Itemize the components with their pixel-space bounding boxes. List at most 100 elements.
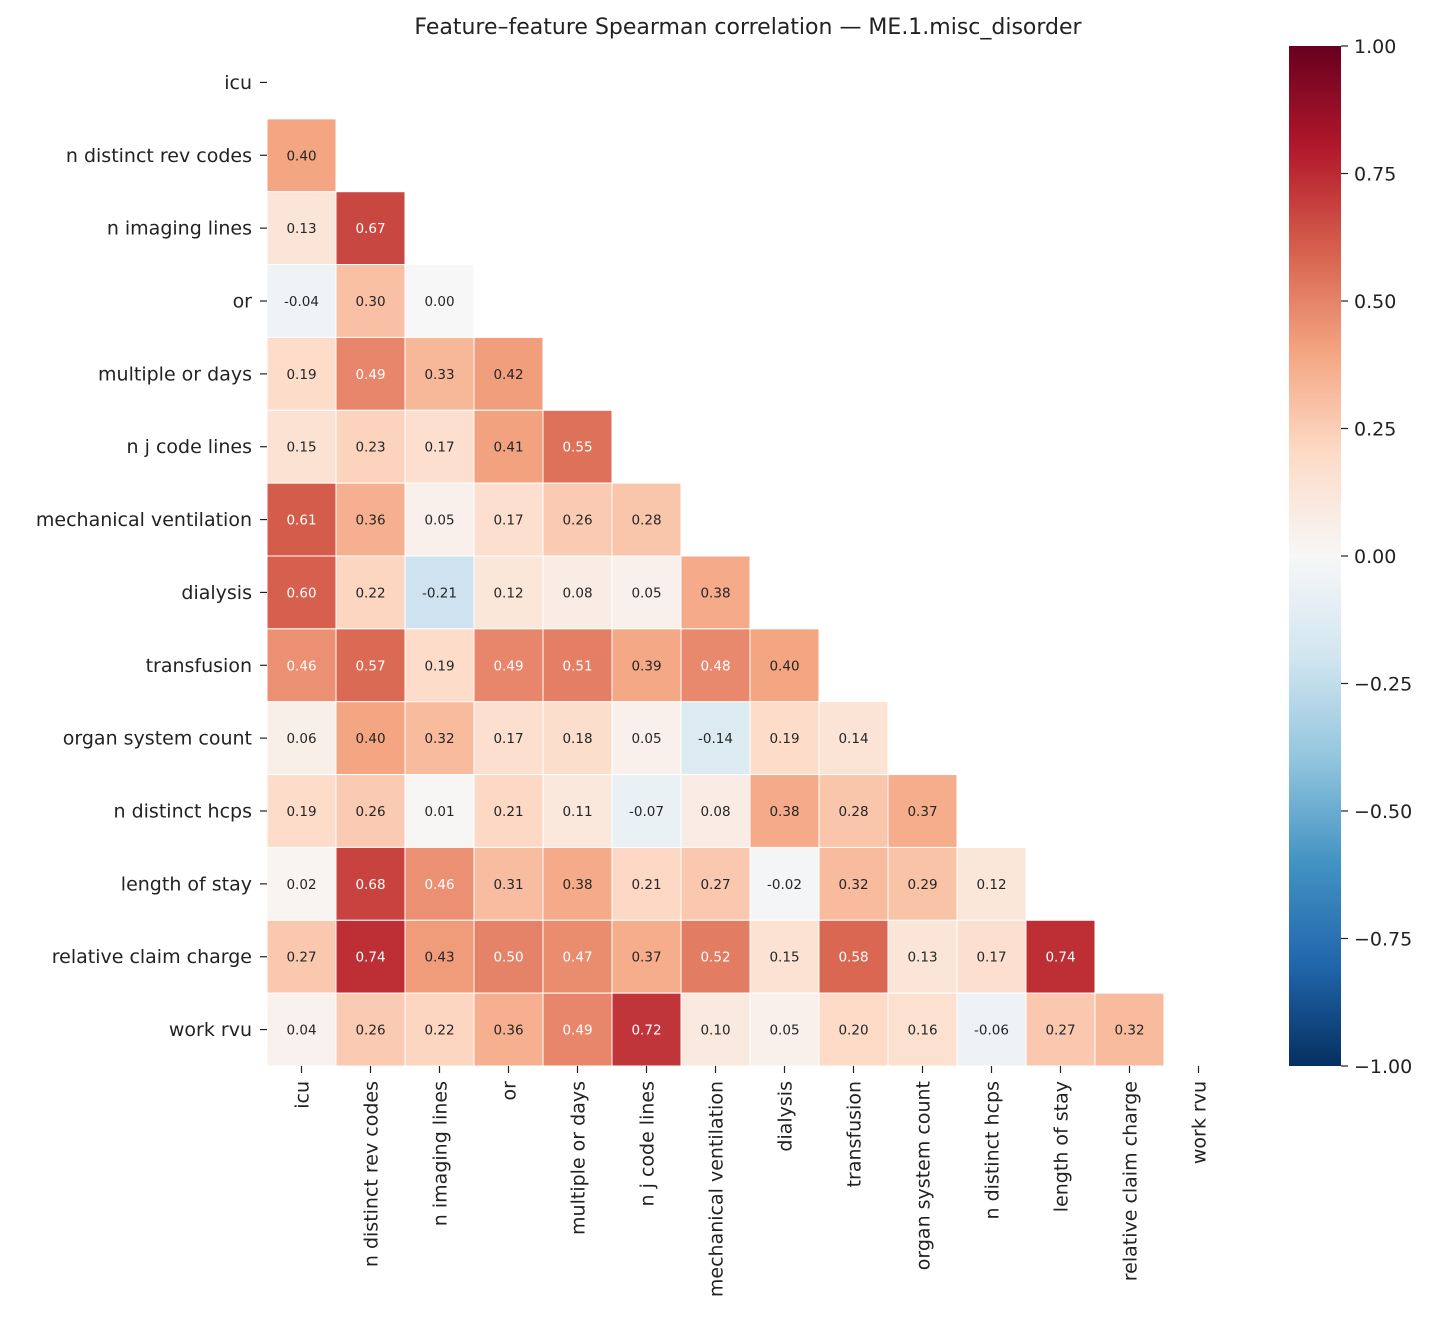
heatmap-cell: 0.42 (473, 336, 544, 411)
cell-rect (1025, 919, 1096, 994)
heatmap-cell: -0.06 (956, 992, 1027, 1067)
cell-rect (818, 774, 889, 848)
heatmap-cell: 0.49 (335, 336, 406, 411)
x-axis-ticks: icu n distinct rev codes n imaging lines or… (292, 1066, 1211, 1297)
heatmap-cell: 0.30 (335, 264, 406, 338)
cell-rect (542, 482, 613, 557)
cell-rect (335, 482, 406, 557)
cell-value-label: 0.22 (424, 1023, 454, 1039)
heatmap-cell: 0.05 (749, 992, 820, 1067)
cell-value-label: 0.32 (1114, 1023, 1144, 1039)
heatmap-cell: 0.18 (542, 701, 613, 776)
cell-value-label: 0.11 (562, 804, 592, 820)
cell-value-label: 0.38 (700, 585, 730, 601)
cell-rect (887, 774, 958, 848)
heatmap-cell: 0.57 (335, 628, 406, 703)
cell-value-label: 0.43 (424, 950, 454, 966)
heatmap-cell: 0.21 (611, 846, 682, 921)
heatmap-cell: -0.21 (404, 555, 475, 630)
cell-value-label: 0.28 (838, 804, 868, 820)
y-tick-label: organ system count (63, 728, 252, 750)
cell-rect (818, 846, 889, 921)
cell-value-label: 0.12 (493, 585, 523, 601)
colorbar-tick-label: 0.00 (1354, 546, 1396, 568)
heatmap-cell: 0.28 (818, 774, 889, 848)
cell-rect (956, 919, 1027, 994)
cell-value-label: 0.49 (562, 1023, 592, 1039)
heatmap-cell: 0.19 (749, 701, 820, 776)
heatmap-cell: 0.68 (335, 846, 406, 921)
cell-rect (680, 701, 751, 776)
y-tick-label: mechanical ventilation (36, 509, 252, 531)
heatmap-cell: 0.15 (749, 919, 820, 994)
cell-value-label: 0.57 (355, 658, 385, 674)
cell-rect (611, 992, 682, 1067)
heatmap-cell: 0.40 (749, 628, 820, 703)
heatmap-cell: 0.27 (1025, 992, 1096, 1067)
heatmap-cell: 0.19 (266, 774, 337, 848)
heatmap-cell: 0.40 (266, 118, 337, 193)
y-tick-label: relative claim charge (52, 946, 252, 968)
cell-rect (818, 992, 889, 1067)
cell-rect (473, 409, 544, 484)
cell-value-label: 0.39 (631, 658, 661, 674)
cell-value-label: 0.38 (769, 804, 799, 820)
cell-value-label: 0.27 (1045, 1023, 1075, 1039)
cell-rect (818, 701, 889, 776)
x-tick-label: n j code lines (637, 1081, 659, 1206)
cell-rect (473, 555, 544, 630)
heatmap-cell: 0.37 (887, 774, 958, 848)
cell-value-label: 0.38 (562, 877, 592, 893)
y-tick-label: n distinct hcps (114, 801, 252, 823)
y-tick-label: n imaging lines (107, 218, 252, 240)
cell-value-label: 0.33 (424, 367, 454, 383)
heatmap-cell: 0.33 (404, 336, 475, 411)
cell-rect (335, 336, 406, 411)
x-tick-label: transfusion (844, 1081, 866, 1187)
heatmap-cell: 0.17 (473, 482, 544, 557)
cell-rect (611, 846, 682, 921)
cell-value-label: 0.40 (769, 658, 799, 674)
cell-value-label: -0.06 (974, 1023, 1009, 1039)
cell-value-label: 0.48 (700, 658, 730, 674)
heatmap-cell: 0.13 (266, 191, 337, 266)
heatmap-cell: -0.07 (611, 774, 682, 848)
cell-value-label: 0.06 (286, 731, 316, 747)
cell-value-label: 0.37 (907, 804, 937, 820)
cell-value-label: 0.47 (562, 950, 592, 966)
heatmap-cell: 0.31 (473, 846, 544, 921)
heatmap-cell: 0.26 (335, 992, 406, 1067)
cell-rect (266, 555, 337, 630)
cell-rect (542, 992, 613, 1067)
x-tick-label: n imaging lines (430, 1081, 452, 1226)
y-tick-label: icu (224, 72, 252, 94)
heatmap-cell: 0.08 (542, 555, 613, 630)
cell-value-label: 0.32 (838, 877, 868, 893)
cell-value-label: 0.46 (424, 877, 454, 893)
cell-value-label: 0.67 (355, 221, 385, 237)
cell-value-label: 0.19 (286, 804, 316, 820)
cell-value-label: 0.27 (700, 877, 730, 893)
cell-value-label: 0.15 (769, 950, 799, 966)
heatmap-cell: 0.38 (749, 774, 820, 848)
cell-rect (473, 992, 544, 1067)
cell-value-label: -0.02 (767, 877, 802, 893)
cell-rect (749, 919, 820, 994)
heatmap-cell: 0.40 (335, 701, 406, 776)
heatmap-cell: 0.32 (1094, 992, 1165, 1067)
cell-rect (404, 774, 475, 848)
cell-value-label: -0.04 (284, 294, 319, 310)
cell-rect (335, 555, 406, 630)
heatmap-cell: 0.51 (542, 628, 613, 703)
heatmap-cell: 0.43 (404, 919, 475, 994)
heatmap-cell: 0.32 (404, 701, 475, 776)
cell-value-label: 0.31 (493, 877, 523, 893)
cell-rect (266, 264, 337, 338)
cell-value-label: 0.40 (286, 148, 316, 164)
cell-value-label: 0.05 (769, 1023, 799, 1039)
colorbar-tick-label: 1.00 (1354, 36, 1396, 58)
heatmap-cell: 0.21 (473, 774, 544, 848)
heatmap-cell: 0.23 (335, 409, 406, 484)
cell-rect (680, 919, 751, 994)
cell-value-label: 0.13 (907, 950, 937, 966)
